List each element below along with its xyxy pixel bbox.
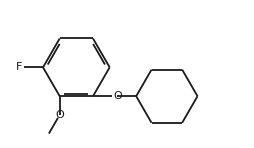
Text: O: O [55,110,64,120]
Text: F: F [16,62,23,72]
Text: O: O [113,91,122,101]
